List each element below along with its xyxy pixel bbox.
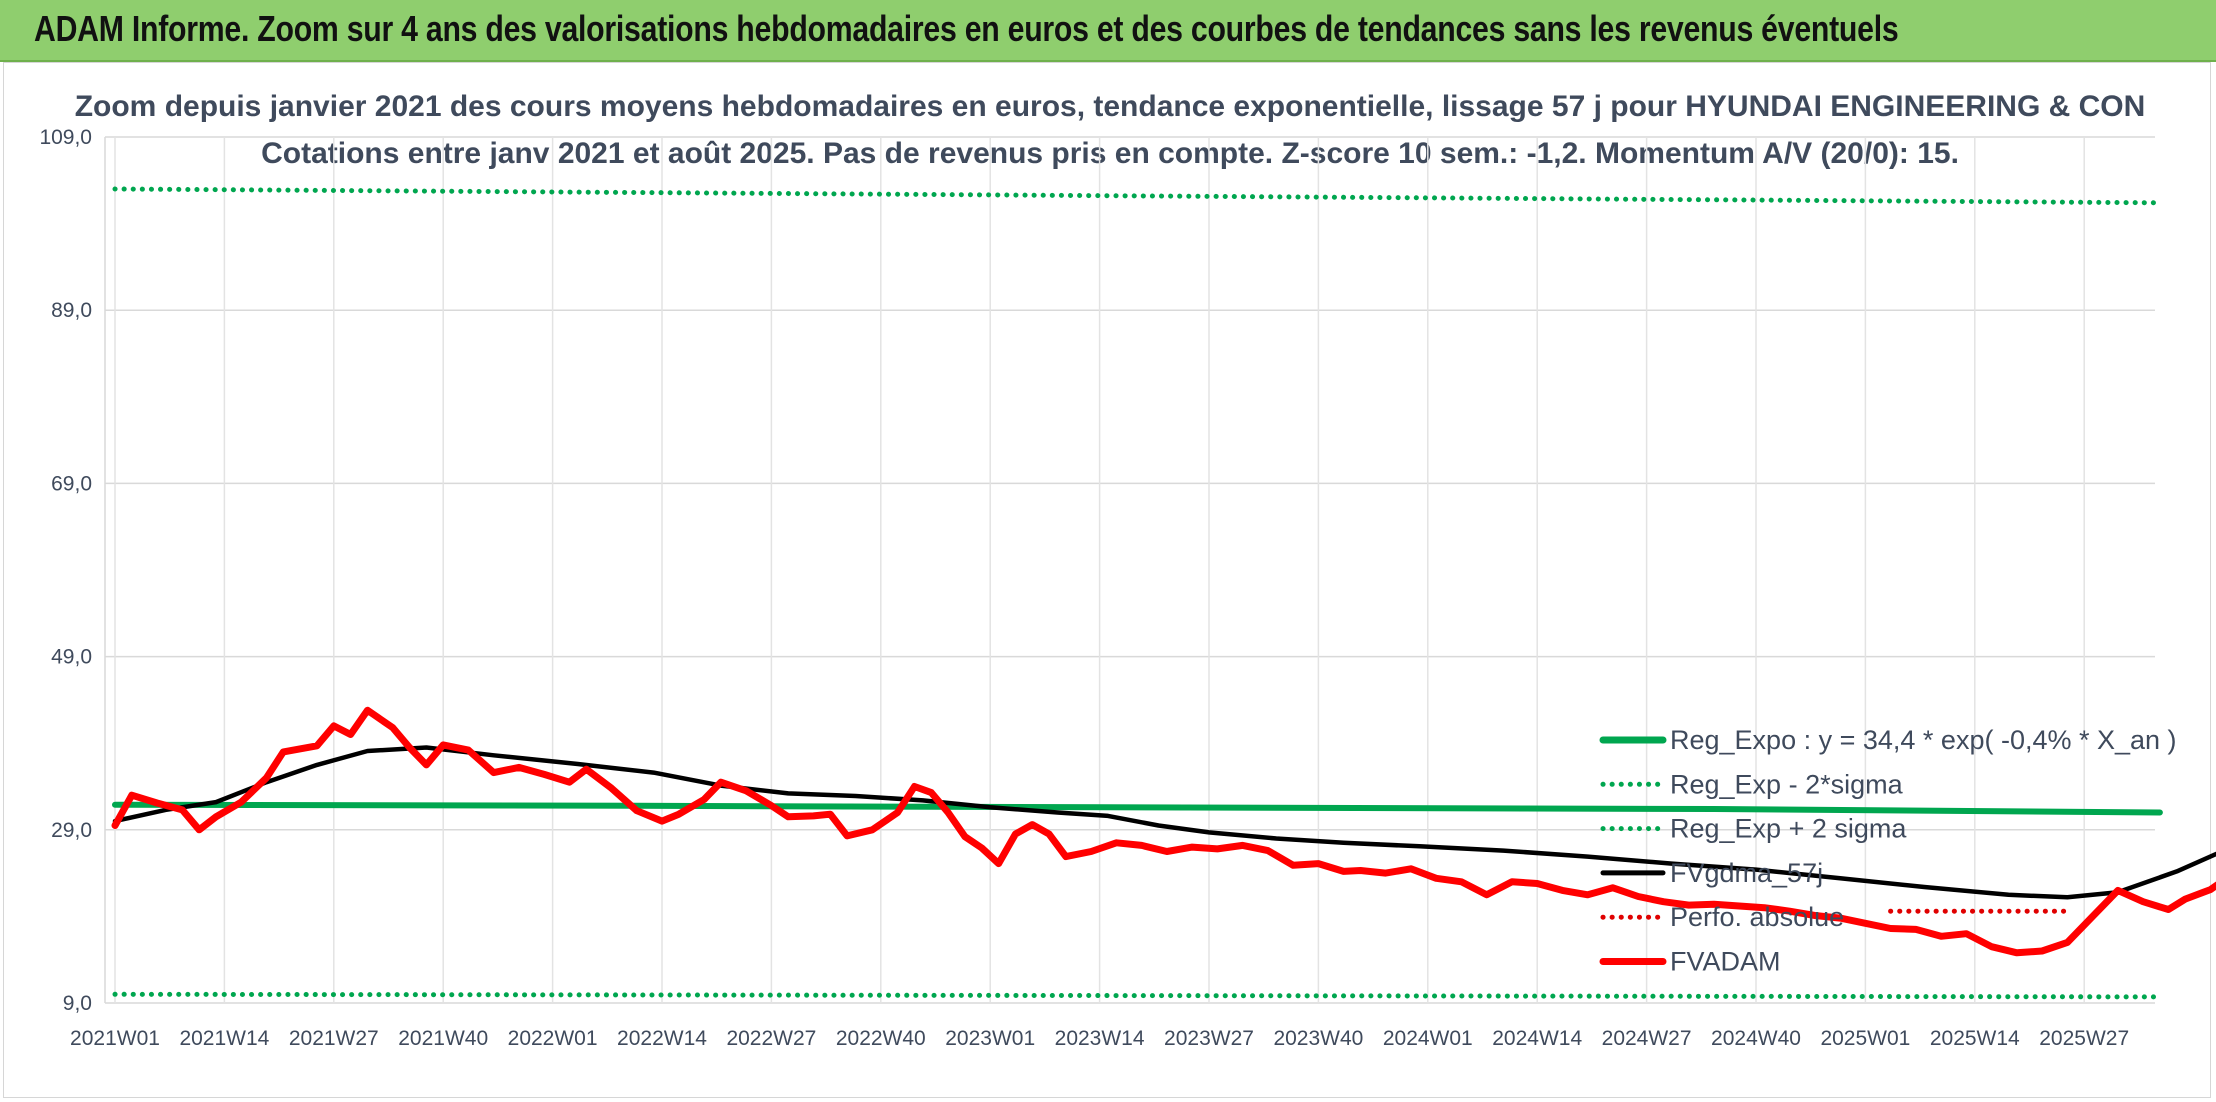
- legend-label: Reg_Exp + 2 sigma: [1670, 814, 1907, 844]
- chart-title: Zoom depuis janvier 2021 des cours moyen…: [75, 90, 2146, 123]
- x-tick-label: 2021W27: [289, 1027, 379, 1050]
- chart-subtitle: Cotations entre janv 2021 et août 2025. …: [261, 137, 1959, 170]
- x-tick-label: 2023W40: [1273, 1027, 1363, 1050]
- x-tick-label: 2022W14: [617, 1027, 707, 1050]
- x-tick-label: 2023W27: [1164, 1027, 1254, 1050]
- y-tick-label: 69,0: [51, 472, 92, 495]
- y-axis-ticks: 9,0 29,0 49,0 69,0 89,0 109,0: [39, 126, 92, 1015]
- x-tick-label: 2024W27: [1602, 1027, 1692, 1050]
- legend-label: Perfo. absolue: [1670, 902, 1844, 932]
- report-banner: ADAM Informe. Zoom sur 4 ans des valoris…: [0, 0, 2216, 62]
- x-tick-label: 2023W01: [945, 1027, 1035, 1050]
- x-tick-label: 2024W14: [1492, 1027, 1582, 1050]
- x-tick-label: 2021W01: [70, 1027, 160, 1050]
- x-tick-label: 2024W40: [1711, 1027, 1801, 1050]
- y-tick-label: 49,0: [51, 646, 92, 669]
- x-tick-label: 2022W40: [836, 1027, 926, 1050]
- series-lines: [111, 186, 2216, 1000]
- x-tick-label: 2022W01: [508, 1027, 598, 1050]
- series-line: [112, 991, 2163, 1000]
- x-tick-label: 2025W01: [1820, 1027, 1910, 1050]
- chart-frame: [3, 62, 2211, 1098]
- series-line: [112, 186, 2163, 206]
- x-tick-label: 2023W14: [1055, 1027, 1145, 1050]
- x-tick-label: 2022W27: [726, 1027, 816, 1050]
- legend-label: Reg_Exp - 2*sigma: [1670, 769, 1904, 799]
- legend-label: FVADAM: [1670, 947, 1781, 977]
- x-axis-ticks: 2021W01 2021W14 2021W27 2021W40 2022W01 2022W…: [70, 1027, 2129, 1050]
- x-tick-label: 2025W27: [2039, 1027, 2129, 1050]
- series-line: [112, 801, 2163, 816]
- series-line: [111, 706, 2216, 957]
- x-tick-label: 2021W40: [398, 1027, 488, 1050]
- legend-label: FVgdma_57j: [1670, 858, 1823, 888]
- x-tick-label: 2021W14: [179, 1027, 269, 1050]
- y-tick-label: 89,0: [51, 299, 92, 322]
- grid-lines: [104, 136, 2155, 1004]
- y-tick-label: 9,0: [63, 992, 92, 1015]
- y-tick-label: 29,0: [51, 819, 92, 842]
- x-tick-label: 2024W01: [1383, 1027, 1473, 1050]
- legend-label: Reg_Expo : y = 34,4 * exp( -0,4% * X_an …: [1670, 725, 2177, 755]
- x-tick-label: 2025W14: [1930, 1027, 2020, 1050]
- y-tick-label: 109,0: [39, 126, 92, 149]
- report-title: ADAM Informe. Zoom sur 4 ans des valoris…: [34, 8, 1899, 49]
- legend: Reg_Expo : y = 34,4 * exp( -0,4% * X_an …: [1599, 725, 2177, 977]
